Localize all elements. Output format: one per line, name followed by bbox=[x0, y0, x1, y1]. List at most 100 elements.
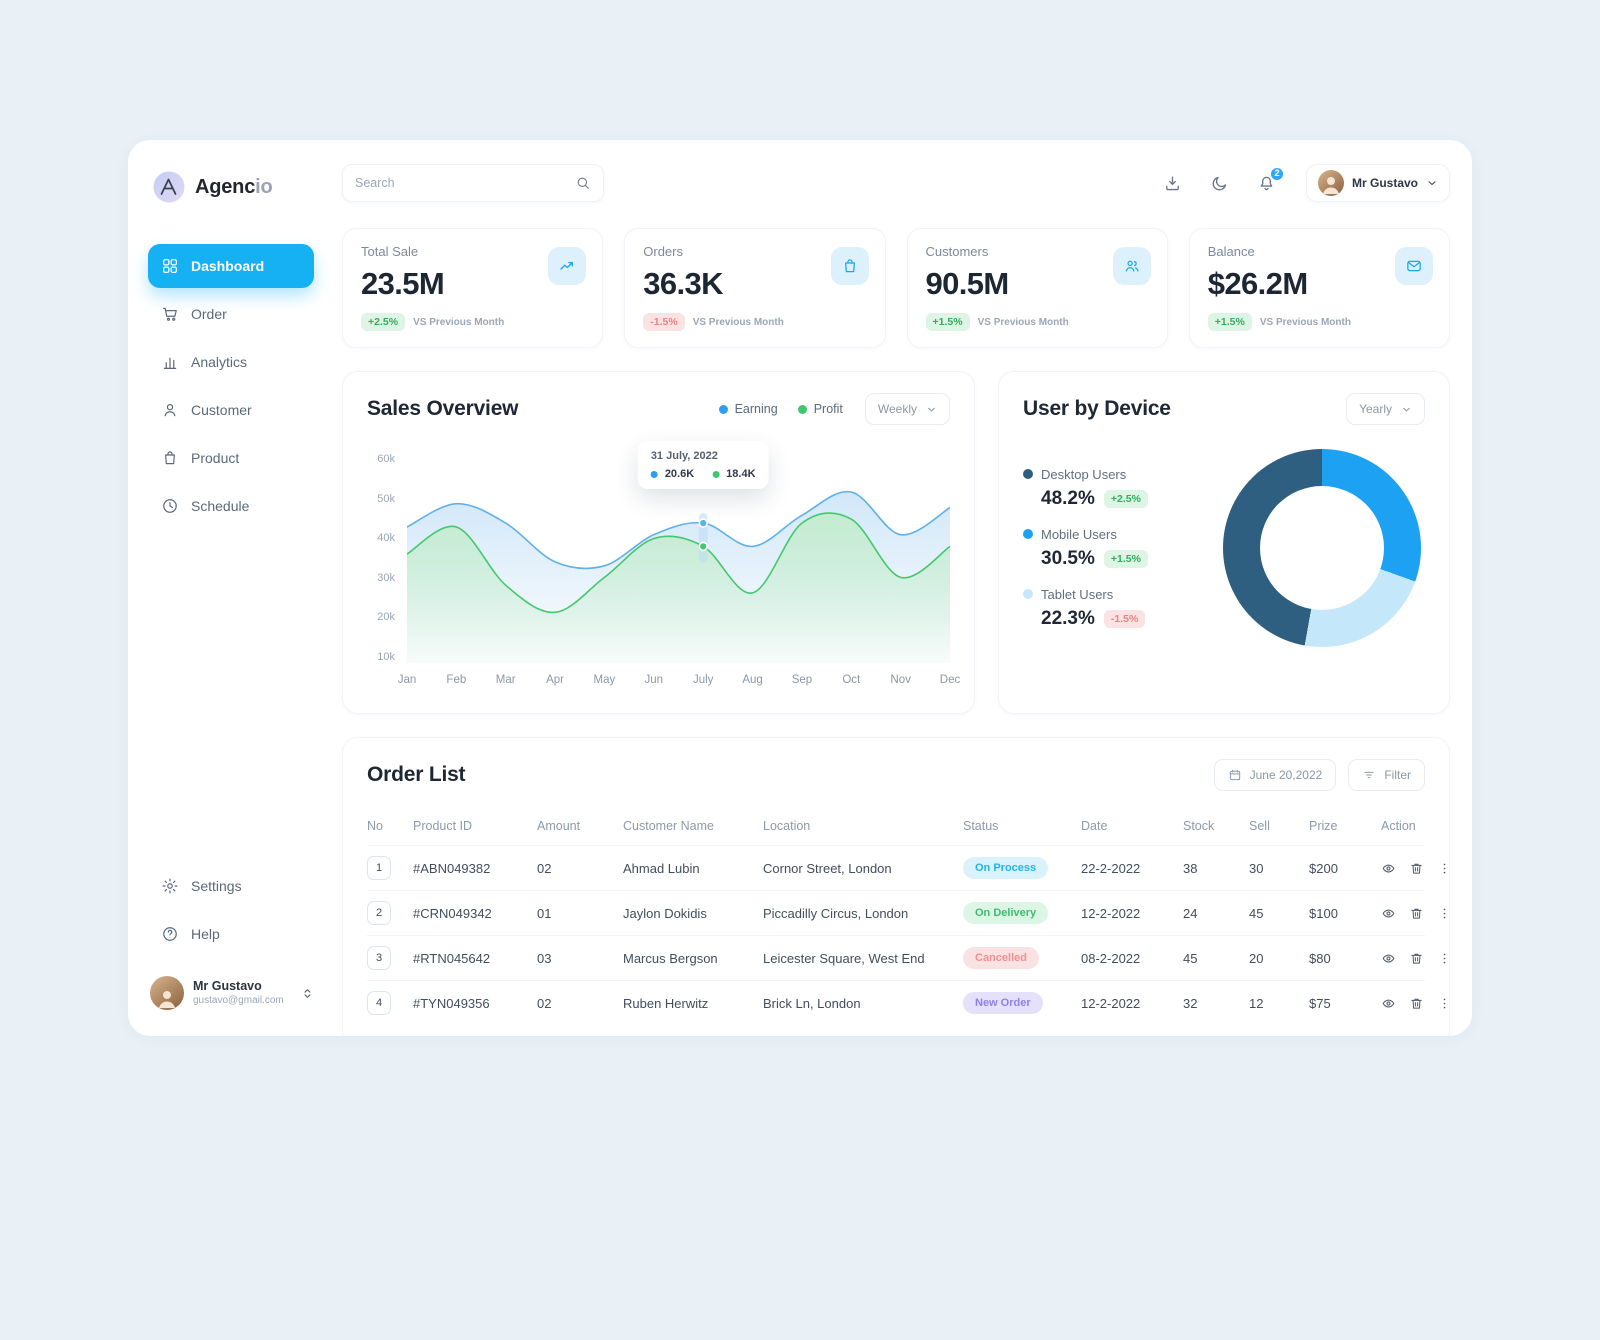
brand-logo: Agencio bbox=[152, 170, 314, 204]
eye-icon[interactable] bbox=[1381, 996, 1396, 1011]
chart-legend: Earning Profit bbox=[718, 402, 843, 416]
delta-badge: +2.5% bbox=[361, 313, 406, 331]
status-badge: On Delivery bbox=[963, 902, 1049, 924]
search-input[interactable] bbox=[355, 176, 575, 190]
profit-dot bbox=[712, 470, 720, 478]
column-header: Date bbox=[1081, 819, 1108, 833]
table-row[interactable]: 2 #CRN049342 01 Jaylon Dokidis Piccadill… bbox=[367, 890, 1446, 935]
filter-button[interactable]: Filter bbox=[1348, 759, 1425, 791]
chevron-down-icon bbox=[1426, 177, 1438, 189]
y-tick: 10k bbox=[377, 650, 395, 663]
y-axis: 60k 50k 40k 30k 20k 10k bbox=[367, 453, 395, 663]
users-icon bbox=[1112, 247, 1151, 285]
kebab-icon[interactable] bbox=[1437, 861, 1452, 876]
stat-label: Total Sale bbox=[361, 244, 419, 259]
column-header: Prize bbox=[1309, 819, 1338, 833]
product-id: #CRN049342 bbox=[413, 905, 492, 921]
eye-icon[interactable] bbox=[1381, 906, 1396, 921]
sidebar-item-settings[interactable]: Settings bbox=[148, 864, 314, 908]
search-box[interactable] bbox=[342, 164, 604, 202]
download-icon[interactable] bbox=[1163, 174, 1182, 193]
sales-overview-card: Sales Overview Earning Profit Weekly 60k… bbox=[342, 371, 975, 714]
chevron-down-icon bbox=[1401, 404, 1412, 415]
legend-label: Desktop Users bbox=[1041, 466, 1127, 482]
trash-icon[interactable] bbox=[1409, 996, 1424, 1011]
sales-overview-title: Sales Overview bbox=[367, 397, 519, 420]
status-badge: On Process bbox=[963, 857, 1049, 879]
avatar bbox=[150, 976, 184, 1010]
location: Cornor Street, London bbox=[763, 860, 892, 876]
user-name: Mr Gustavo bbox=[193, 978, 262, 993]
chevron-updown-icon[interactable] bbox=[301, 987, 314, 1000]
prize: $75 bbox=[1309, 995, 1331, 1011]
y-tick: 40k bbox=[377, 532, 395, 545]
kebab-icon[interactable] bbox=[1437, 906, 1452, 921]
stat-caption: VS Previous Month bbox=[413, 316, 505, 328]
donut-chart bbox=[1223, 449, 1421, 647]
location: Leicester Square, West End bbox=[763, 950, 925, 966]
legend-value: 48.2% bbox=[1041, 487, 1095, 509]
trash-icon[interactable] bbox=[1409, 906, 1424, 921]
search-icon bbox=[575, 175, 591, 191]
earning-dot bbox=[650, 470, 658, 478]
person-icon bbox=[161, 401, 179, 419]
column-header: Location bbox=[763, 819, 811, 833]
location: Brick Ln, London bbox=[763, 995, 861, 1011]
status-badge: New Order bbox=[963, 992, 1043, 1014]
earning-legend-dot bbox=[718, 404, 728, 414]
device-legend: Desktop Users 48.2% +2.5% Mobile Users 30… bbox=[1023, 467, 1217, 630]
table-row[interactable]: 3 #RTN045642 03 Marcus Bergson Leicester… bbox=[367, 935, 1446, 980]
customer-name: Ruben Herwitz bbox=[623, 995, 709, 1011]
x-tick: Mar bbox=[495, 674, 516, 686]
order-list-title: Order List bbox=[367, 763, 466, 786]
x-tick: July bbox=[692, 674, 714, 686]
kebab-icon[interactable] bbox=[1437, 951, 1452, 966]
profile-menu[interactable]: Mr Gustavo bbox=[1305, 164, 1450, 202]
sidebar-item-order[interactable]: Order bbox=[148, 292, 314, 336]
sidebar-item-schedule[interactable]: Schedule bbox=[148, 484, 314, 528]
table-row[interactable]: 4 #TYN049356 02 Ruben Herwitz Brick Ln, … bbox=[367, 980, 1446, 1025]
profile-name: Mr Gustavo bbox=[1351, 176, 1418, 190]
avatar bbox=[1317, 170, 1344, 196]
customer-name: Ahmad Lubin bbox=[623, 860, 700, 876]
table-row[interactable]: 1 #ABN049382 02 Ahmad Lubin Cornor Stree… bbox=[367, 845, 1446, 890]
x-axis: Jan Feb Mar Apr May Jun July Aug Sep Oct Nov Dec bbox=[398, 668, 961, 692]
eye-icon[interactable] bbox=[1381, 951, 1396, 966]
amount: 03 bbox=[537, 950, 552, 966]
filter-icon bbox=[1362, 768, 1376, 782]
x-tick: Jan bbox=[397, 674, 417, 686]
kebab-icon[interactable] bbox=[1437, 996, 1452, 1011]
stat-card-total-sale: Total Sale 23.5M +2.5% VS Previous Month bbox=[342, 228, 604, 348]
profit-legend-dot bbox=[797, 404, 807, 414]
stat-label: Customers bbox=[925, 244, 989, 259]
trash-icon[interactable] bbox=[1409, 951, 1424, 966]
trash-icon[interactable] bbox=[1409, 861, 1424, 876]
delta-badge: -1.5% bbox=[643, 313, 685, 331]
sidebar-user[interactable]: Mr Gustavo gustavo@gmail.com bbox=[150, 976, 314, 1010]
period-select-yearly[interactable]: Yearly bbox=[1346, 393, 1425, 425]
user-by-device-card: User by Device Yearly Desktop Users 48.2… bbox=[998, 371, 1450, 714]
table-body: 1 #ABN049382 02 Ahmad Lubin Cornor Stree… bbox=[367, 845, 1446, 1025]
bell-icon[interactable]: 2 bbox=[1257, 165, 1285, 193]
x-tick: Apr bbox=[546, 674, 565, 686]
stat-value: 90.5M bbox=[925, 266, 1010, 301]
stat-card-orders: Orders 36.3K -1.5% VS Previous Month bbox=[624, 228, 886, 348]
period-select-weekly[interactable]: Weekly bbox=[864, 393, 950, 425]
moon-icon[interactable] bbox=[1210, 174, 1229, 193]
mobile-dot bbox=[1023, 529, 1033, 539]
calendar-icon bbox=[1228, 768, 1242, 782]
legend-label: Earning bbox=[734, 402, 778, 416]
sidebar-item-help[interactable]: Help bbox=[148, 912, 314, 956]
y-tick: 50k bbox=[377, 492, 395, 505]
sidebar-item-product[interactable]: Product bbox=[148, 436, 314, 480]
sidebar-item-dashboard[interactable]: Dashboard bbox=[148, 244, 314, 288]
brand-logo-icon bbox=[152, 170, 186, 204]
column-header: Amount bbox=[537, 819, 581, 833]
date-filter-button[interactable]: June 20,2022 bbox=[1213, 759, 1337, 791]
eye-icon[interactable] bbox=[1381, 861, 1396, 876]
topbar: 2 Mr Gustavo bbox=[342, 164, 1450, 202]
order-date: 12-2-2022 bbox=[1081, 995, 1141, 1011]
sidebar-item-analytics[interactable]: Analytics bbox=[148, 340, 314, 384]
legend-value: 30.5% bbox=[1041, 547, 1095, 569]
sidebar-item-customer[interactable]: Customer bbox=[148, 388, 314, 432]
